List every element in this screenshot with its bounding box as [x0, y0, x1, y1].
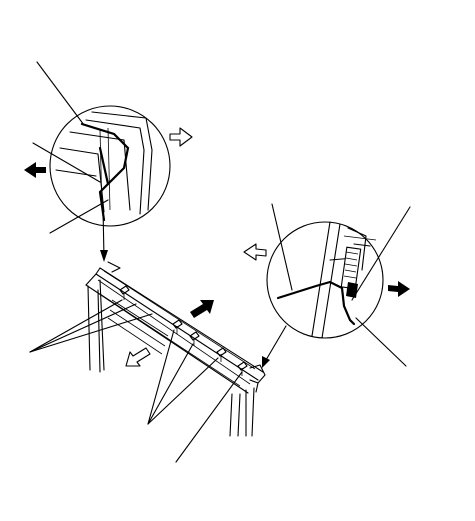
right-leader-lines: [262, 203, 411, 368]
left-detail-arrows: [24, 127, 193, 178]
rail-hooks: [119, 285, 248, 376]
panel-arrows: [125, 300, 214, 367]
right-detail-circle: [266, 221, 384, 339]
left-leader-lines: [32, 61, 109, 262]
left-detail-circle: [49, 105, 171, 227]
panel-leader-lines: [29, 299, 243, 463]
right-detail-arrows: [243, 243, 410, 297]
wire-clip-left: [80, 122, 130, 222]
wire-clip-right: [276, 280, 356, 326]
main-panel-assembly: [85, 261, 266, 437]
